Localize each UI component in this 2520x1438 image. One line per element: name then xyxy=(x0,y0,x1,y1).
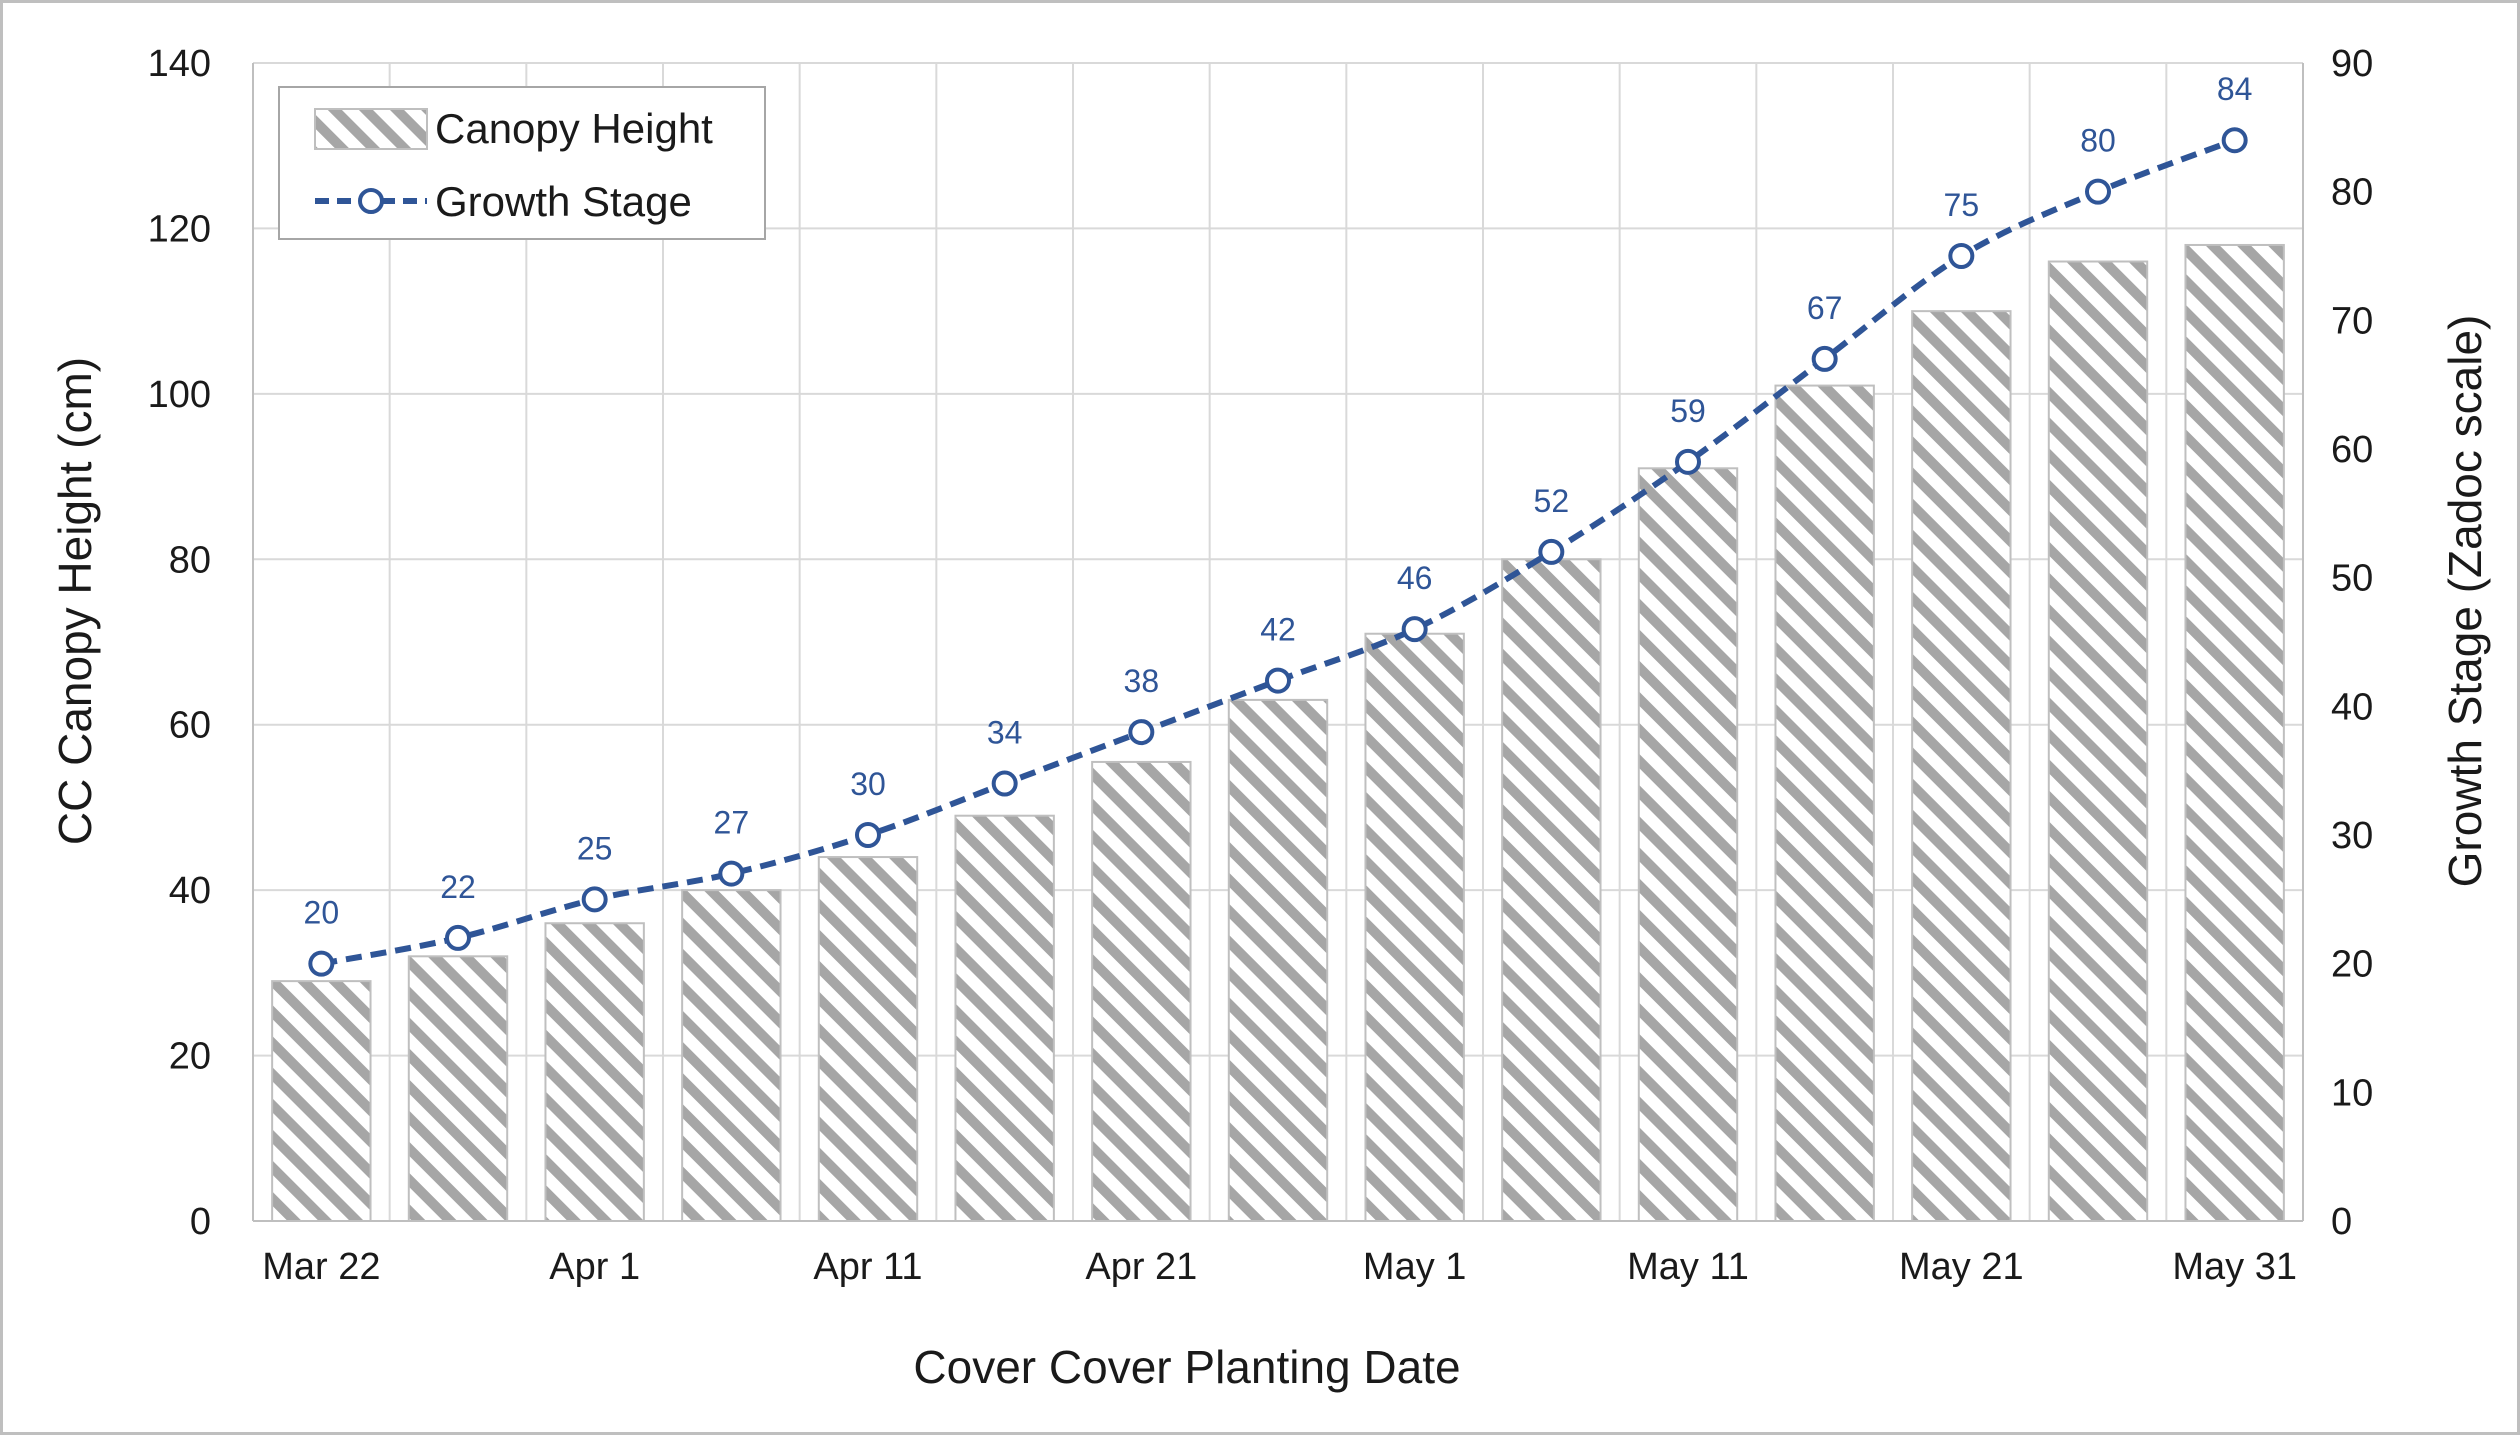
y2-tick-label: 20 xyxy=(2331,944,2373,986)
growth-stage-point xyxy=(445,924,471,951)
bar xyxy=(1364,632,1465,1222)
growth-stage-data-label: 84 xyxy=(2217,71,2253,107)
y2-tick-label: 60 xyxy=(2331,429,2373,471)
y2-tick-label: 10 xyxy=(2331,1072,2373,1114)
bar xyxy=(1501,558,1602,1222)
y2-tick-label: 40 xyxy=(2331,686,2373,728)
growth-stage-point xyxy=(581,886,608,913)
data-labels: 20 22 25 27 30 34 38 42 46 52 59 67 75 80 84 xyxy=(304,71,2253,930)
growth-stage-point xyxy=(718,860,745,887)
growth-stage-data-label: 67 xyxy=(1807,290,1843,326)
y-tick-label: 100 xyxy=(148,374,211,416)
growth-stage-point xyxy=(2085,178,2111,205)
y-tick-label: 120 xyxy=(148,208,211,250)
x-axis-title: Cover Cover Planting Date xyxy=(913,1341,1460,1393)
growth-stage-data-label: 34 xyxy=(987,715,1023,751)
growth-stage-data-label: 46 xyxy=(1397,560,1433,596)
x-tick-label: Apr 1 xyxy=(549,1246,640,1288)
growth-stage-point xyxy=(855,822,881,848)
legend: Canopy Height Growth Stage xyxy=(278,86,766,240)
bar xyxy=(1911,310,2012,1222)
growth-stage-data-label: 30 xyxy=(850,766,886,802)
y2-tick-label: 70 xyxy=(2331,300,2373,342)
growth-stage-data-label: 52 xyxy=(1534,483,1570,519)
legend-label-growth-stage: Growth Stage xyxy=(435,178,692,225)
growth-stage-point xyxy=(1811,345,1838,372)
y-tick-label: 0 xyxy=(190,1201,211,1243)
growth-stage-data-label: 22 xyxy=(440,869,476,905)
y2-tick-label: 30 xyxy=(2331,815,2373,857)
x-tick-label: Apr 21 xyxy=(1085,1246,1197,1288)
growth-stage-data-label: 59 xyxy=(1670,393,1706,429)
bar-series xyxy=(271,243,2285,1223)
bar xyxy=(271,980,372,1223)
growth-stage-point xyxy=(1265,667,1291,694)
y-tick-label: 140 xyxy=(148,43,211,85)
x-tick-label: May 11 xyxy=(1627,1246,1749,1288)
bar xyxy=(817,856,919,1222)
x-tick-label: May 1 xyxy=(1363,1246,1466,1288)
grid-lines xyxy=(252,62,2304,1222)
x-tick-label: Apr 11 xyxy=(813,1246,922,1288)
chart: 0 20 40 60 80 100 120 140 0 10 20 30 40 50 60 70 80 90 Mar… xyxy=(49,43,2491,1393)
y-tick-label: 80 xyxy=(169,539,211,581)
y2-tick-label: 90 xyxy=(2331,43,2373,85)
growth-stage-data-label: 20 xyxy=(304,895,340,931)
y2-tick-label: 0 xyxy=(2331,1201,2352,1243)
y2-tick-label: 80 xyxy=(2331,172,2373,214)
y-axis-title: CC Canopy Height (cm) xyxy=(49,357,101,845)
growth-stage-data-label: 80 xyxy=(2080,123,2116,159)
legend-label-canopy-height: Canopy Height xyxy=(435,105,713,152)
growth-stage-point xyxy=(1401,616,1428,643)
x-tick-label: May 21 xyxy=(1899,1246,2024,1288)
legend-swatch-canopy-height xyxy=(314,108,428,150)
axes: 0 20 40 60 80 100 120 140 0 10 20 30 40 50 60 70 80 90 Mar… xyxy=(148,43,2374,1288)
bar xyxy=(1227,698,1329,1222)
y-tick-label: 20 xyxy=(169,1036,211,1078)
line-series xyxy=(308,127,2248,977)
growth-stage-point xyxy=(308,950,335,977)
legend-marker-growth-stage xyxy=(358,188,384,214)
x-tick-label: Mar 22 xyxy=(262,1246,380,1288)
growth-stage-data-label: 75 xyxy=(1944,187,1980,223)
y2-axis-title: Growth Stage (Zadoc scale) xyxy=(2439,315,2491,888)
x-tick-label: May 31 xyxy=(2172,1246,2297,1288)
bar xyxy=(681,889,782,1223)
growth-stage-point xyxy=(1538,538,1565,565)
growth-stage-point xyxy=(1948,243,1975,269)
growth-stage-data-label: 25 xyxy=(577,830,613,866)
growth-stage-point xyxy=(991,770,1018,797)
growth-stage-data-label: 42 xyxy=(1260,612,1296,648)
growth-stage-point xyxy=(1128,719,1155,746)
y-tick-label: 60 xyxy=(169,705,211,747)
growth-stage-data-label: 38 xyxy=(1124,663,1160,699)
bar xyxy=(1637,467,1739,1222)
bar xyxy=(954,814,1055,1222)
bar xyxy=(1774,384,1875,1223)
y2-tick-label: 50 xyxy=(2331,558,2373,600)
growth-stage-data-label: 27 xyxy=(714,805,750,841)
y-tick-label: 40 xyxy=(169,870,211,912)
bar xyxy=(2184,243,2285,1222)
bar xyxy=(544,922,645,1222)
bar xyxy=(2047,260,2149,1222)
bar xyxy=(407,955,509,1222)
growth-stage-point xyxy=(1675,448,1701,475)
growth-stage-point xyxy=(2221,127,2248,154)
bar xyxy=(1091,760,1192,1223)
